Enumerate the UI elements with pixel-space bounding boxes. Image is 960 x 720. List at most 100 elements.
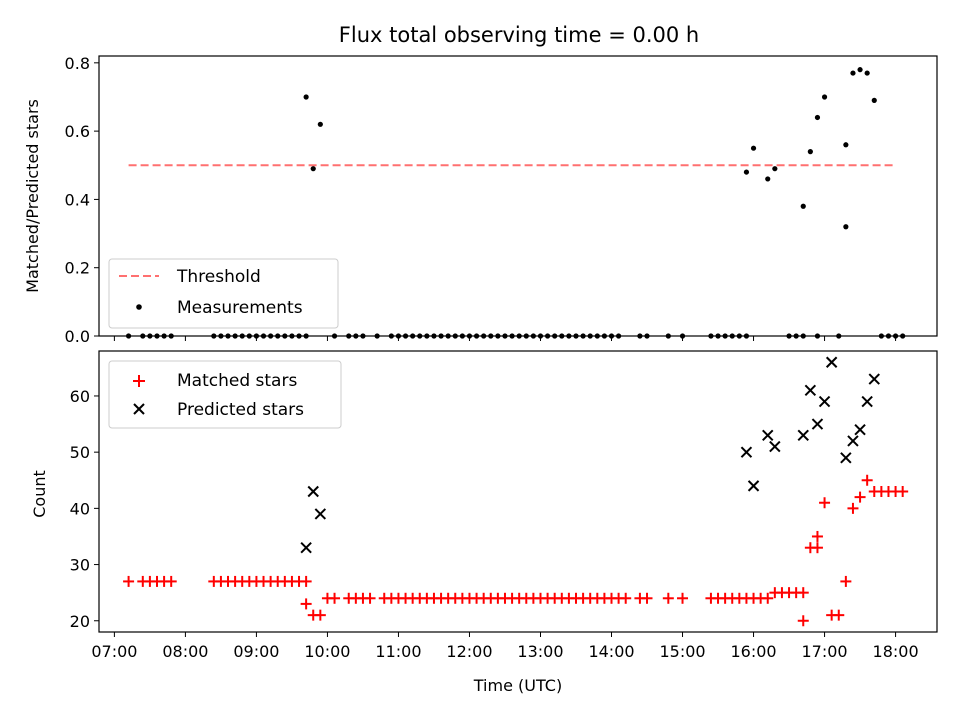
predicted-point [307, 485, 319, 498]
x-tick-label: 17:00 [802, 642, 848, 661]
top-panel: 0.00.20.40.60.8 Matched/Predicted stars … [23, 54, 938, 346]
predicted-point [797, 429, 809, 442]
predicted-point [747, 480, 760, 492]
measurement-point [346, 333, 352, 339]
measurement-point [509, 333, 515, 339]
matched-point [819, 497, 831, 509]
measurement-point [303, 94, 309, 100]
predicted-point [825, 356, 838, 368]
measurement-point [857, 67, 863, 73]
x-tick-label: 18:00 [873, 642, 919, 661]
measurement-point [402, 333, 409, 339]
bottom-y-tick-label: 50 [70, 443, 90, 462]
predicted-point [762, 429, 774, 442]
x-tick-label: 12:00 [446, 642, 492, 661]
measurement-point [800, 333, 806, 339]
measurement-point [147, 333, 153, 339]
matched-point [641, 592, 653, 604]
measurement-point [843, 142, 849, 148]
measurement-point [750, 145, 757, 151]
measurement-point [530, 333, 536, 339]
measurement-point [616, 333, 622, 339]
measurement-point [587, 333, 593, 339]
measurement-point [424, 333, 430, 339]
predicted-point [868, 373, 880, 385]
measurement-point [516, 333, 522, 339]
x-tick-label: 10:00 [304, 642, 350, 661]
measurement-point [438, 333, 444, 339]
measurement-point [495, 333, 501, 339]
measurement-point [850, 70, 856, 76]
top-legend-box [108, 258, 339, 329]
measurement-point [140, 333, 146, 339]
measurement-point [878, 333, 884, 339]
bottom-y-tick-label: 40 [70, 499, 90, 518]
matched-point [620, 592, 632, 604]
predicted-point [769, 440, 781, 453]
matched-point [165, 575, 177, 587]
measurement-point [537, 333, 544, 339]
measurement-point [481, 333, 487, 339]
matched-point [833, 609, 845, 621]
x-tick-label: 08:00 [162, 642, 208, 661]
measurement-point [225, 333, 231, 339]
measurement-point [218, 333, 224, 339]
measurement-point [296, 333, 302, 339]
legend-measurements-label: Measurements [177, 298, 303, 318]
top-legend: Threshold Measurements [108, 258, 339, 329]
measurement-point [374, 333, 380, 339]
measurement-point [722, 333, 728, 339]
measurement-point [275, 333, 281, 339]
x-tick-label: 16:00 [730, 642, 776, 661]
predicted-point [847, 435, 859, 447]
measurement-point [772, 166, 778, 172]
bottom-y-axis-label: Count [30, 470, 49, 518]
matched-point [811, 542, 823, 554]
measurement-point [331, 333, 338, 339]
bottom-y-tick-label: 60 [70, 387, 90, 406]
legend-matched-label: Matched stars [177, 371, 297, 391]
x-axis-label: Time (UTC) [473, 676, 562, 695]
measurement-point [410, 333, 416, 339]
measurement-point [864, 70, 870, 76]
measurement-point [729, 333, 735, 339]
measurement-point [388, 333, 394, 339]
measurement-point [459, 333, 465, 339]
matched-point [300, 598, 312, 610]
measurement-point [559, 333, 565, 339]
measurement-point [466, 333, 473, 339]
matched-point [762, 592, 774, 604]
x-tick-label: 14:00 [588, 642, 634, 661]
predicted-point [804, 384, 817, 397]
measurement-point [601, 333, 608, 339]
measurement-point [246, 333, 252, 339]
measurement-point [260, 333, 267, 339]
figure-title: Flux total observing time = 0.00 h [339, 23, 699, 47]
measurement-point [814, 114, 821, 121]
matched-point [329, 592, 341, 604]
measurement-point [211, 333, 217, 339]
measurement-point [566, 333, 572, 339]
x-tick-label: 07:00 [91, 642, 137, 661]
measurement-point [885, 333, 892, 339]
measurement-point [282, 333, 288, 339]
measurement-point [665, 333, 671, 339]
measurement-point [800, 203, 806, 209]
top-y-tick-label: 0.0 [65, 327, 90, 346]
measurement-point [765, 176, 771, 182]
measurement-point [360, 333, 366, 339]
measurement-point [523, 333, 529, 339]
matched-point [861, 474, 873, 486]
predicted-point [740, 446, 753, 458]
measurement-point [431, 333, 437, 339]
measurement-point [452, 333, 458, 339]
measurement-point [154, 333, 160, 339]
measurement-point [317, 121, 323, 127]
measurement-point [544, 333, 551, 339]
matched-point [364, 592, 376, 604]
matched-point [847, 502, 859, 514]
matched-point [314, 609, 326, 621]
measurement-point [573, 333, 579, 339]
measurement-point [353, 333, 359, 339]
